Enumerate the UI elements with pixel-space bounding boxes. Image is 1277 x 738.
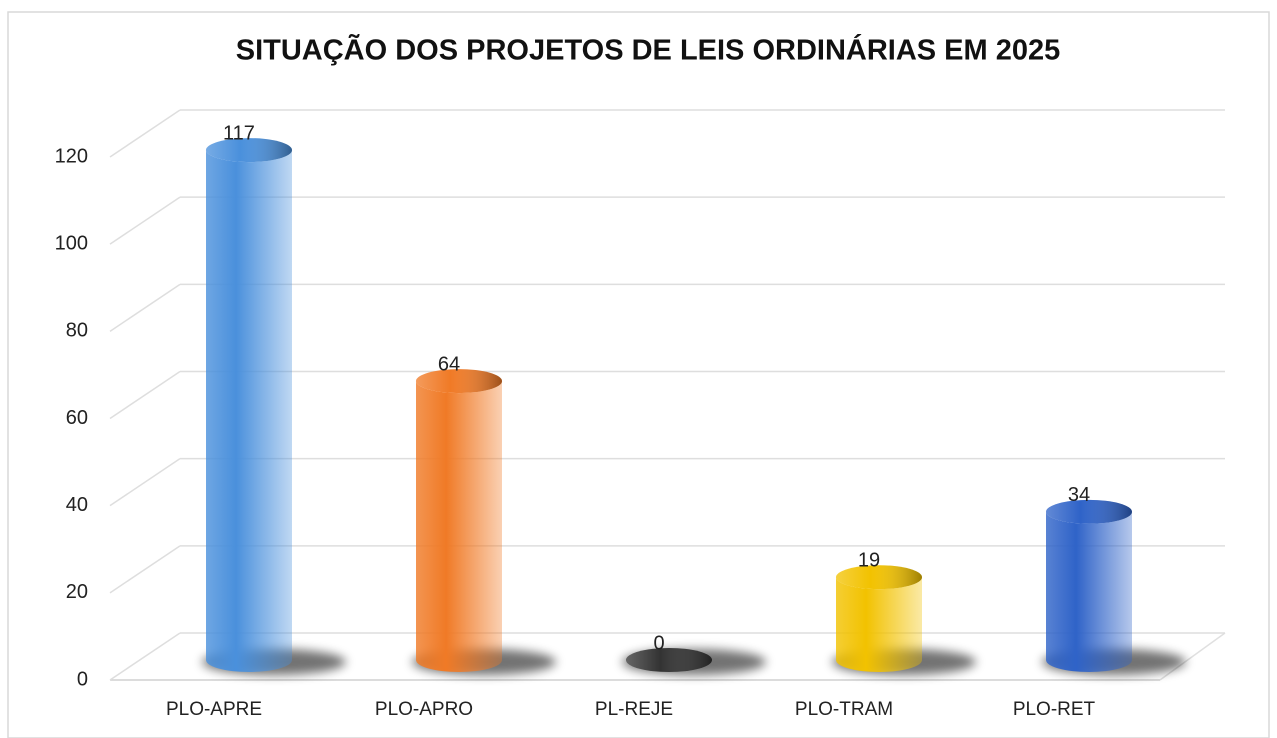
x-tick-label: PLO-TRAM: [795, 699, 893, 720]
y-tick-label: 40: [66, 494, 88, 516]
x-tick-label: PL-REJE: [595, 699, 673, 720]
tick-line: [109, 109, 181, 158]
y-tick-label: 80: [66, 320, 88, 342]
y-tick-label: 100: [55, 232, 88, 254]
chart-title: SITUAÇÃO DOS PROJETOS DE LEIS ORDINÁRIAS…: [236, 33, 1061, 67]
floor-right: [1159, 632, 1226, 681]
tick-line: [109, 283, 181, 332]
x-tick-label: PLO-APRE: [166, 699, 262, 720]
bar-top-shade: [836, 565, 922, 590]
value-label: 64: [438, 353, 460, 375]
value-label: 117: [223, 122, 255, 144]
value-label: 19: [858, 549, 880, 571]
bar-top-shade: [416, 369, 502, 394]
bar-top-shade: [206, 138, 292, 163]
tick-line: [109, 545, 181, 594]
tick-line: [109, 196, 181, 245]
value-label: 0: [653, 632, 664, 654]
y-tick-label: 0: [77, 668, 88, 690]
bar: [836, 577, 922, 672]
x-tick-label: PLO-APRO: [375, 699, 473, 720]
bar: [416, 381, 502, 672]
tick-line: [109, 458, 181, 507]
tick-line: [109, 370, 181, 420]
y-tick-label: 20: [66, 581, 88, 603]
bar-top-shade: [626, 648, 712, 672]
bar: [1046, 511, 1132, 672]
value-label: 34: [1068, 484, 1090, 506]
y-tick-label: 60: [66, 407, 88, 429]
bar: [206, 150, 292, 672]
x-tick-label: PLO-RET: [1013, 699, 1096, 720]
tick-line: [109, 632, 181, 681]
y-tick-label: 120: [55, 145, 88, 167]
bar-top-shade: [1046, 499, 1132, 524]
